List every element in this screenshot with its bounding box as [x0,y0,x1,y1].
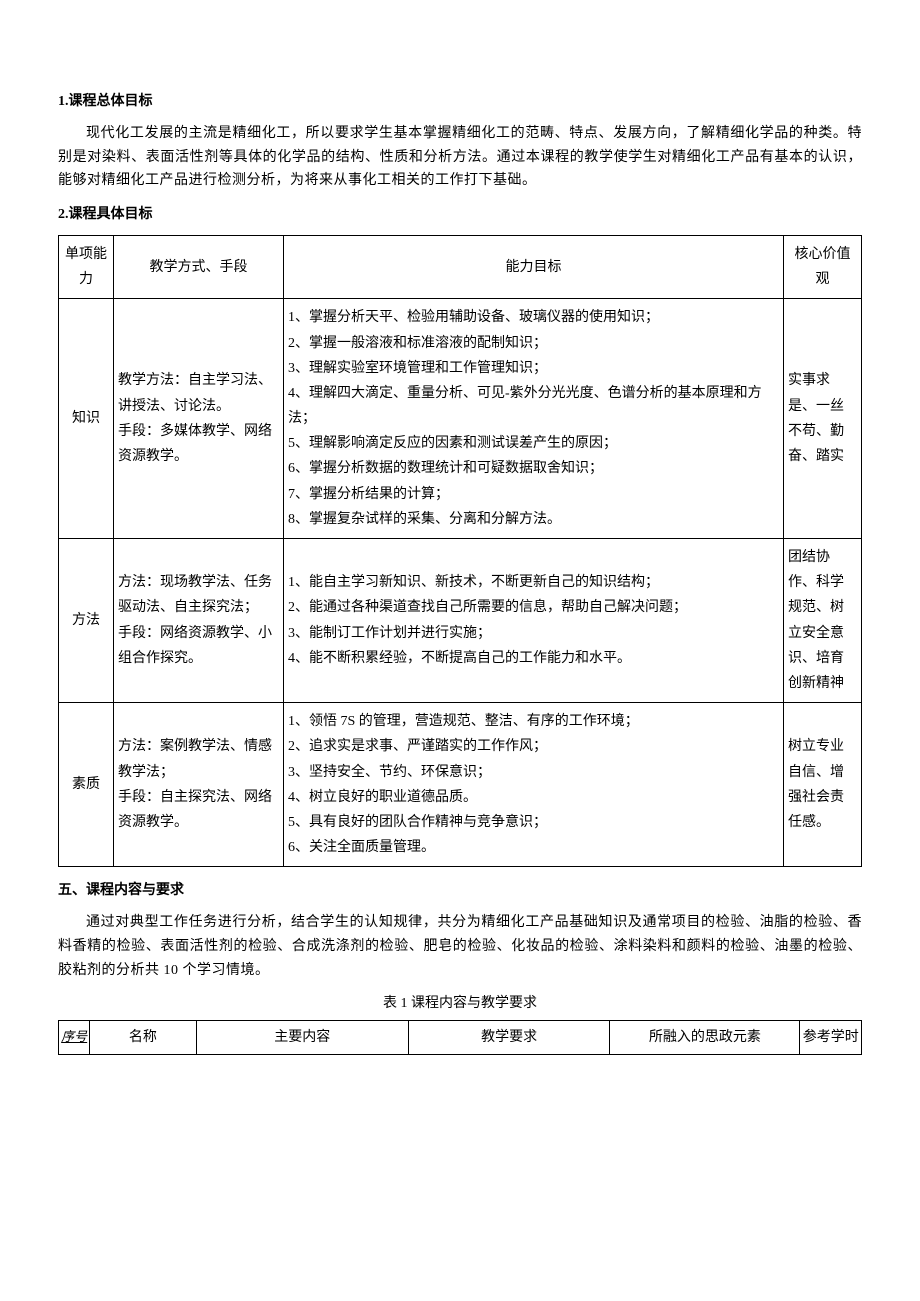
header-teach-req: 教学要求 [409,1021,610,1055]
header-name: 名称 [90,1021,196,1055]
header-method: 教学方式、手段 [114,235,284,298]
cell-values: 实事求是、一丝不苟、勤奋、踏实 [784,299,862,539]
table-row: 方法 方法：现场教学法、任务驱动法、自主探究法； 手段：网络资源教学、小组合作探… [59,539,862,703]
cell-method: 教学方法：自主学习法、讲授法、讨论法。 手段：多媒体教学、网络资源教学。 [114,299,284,539]
table-header-row: 单项能力 教学方式、手段 能力目标 核心价值观 [59,235,862,298]
table-row: 素质 方法：案例教学法、情感教学法； 手段：自主探究法、网络资源教学。 1、领悟… [59,703,862,867]
header-ability: 单项能力 [59,235,114,298]
cell-goal: 1、领悟 7S 的管理，营造规范、整洁、有序的工作环境； 2、追求实是求事、严谨… [284,703,784,867]
table2-caption: 表 1 课程内容与教学要求 [58,992,862,1016]
table-specific-goals: 单项能力 教学方式、手段 能力目标 核心价值观 知识 教学方法：自主学习法、讲授… [58,235,862,867]
table-row: 知识 教学方法：自主学习法、讲授法、讨论法。 手段：多媒体教学、网络资源教学。 … [59,299,862,539]
section-content-require: 五、课程内容与要求 [58,879,862,903]
cell-ability: 方法 [59,539,114,703]
table2-header-row: 序号 名称 主要内容 教学要求 所融入的思政元素 参考学时 [59,1021,862,1055]
header-ideological: 所融入的思政元素 [610,1021,800,1055]
header-content: 主要内容 [196,1021,408,1055]
heading-specific-goal: 2.课程具体目标 [58,203,862,227]
cell-values: 树立专业自信、增强社会责任感。 [784,703,862,867]
header-hours: 参考学时 [800,1021,862,1055]
table-content-require: 序号 名称 主要内容 教学要求 所融入的思政元素 参考学时 [58,1020,862,1055]
cell-values: 团结协作、科学规范、树立安全意识、培育创新精神 [784,539,862,703]
cell-ability: 素质 [59,703,114,867]
header-values: 核心价值观 [784,235,862,298]
cell-method: 方法：案例教学法、情感教学法； 手段：自主探究法、网络资源教学。 [114,703,284,867]
cell-method: 方法：现场教学法、任务驱动法、自主探究法； 手段：网络资源教学、小组合作探究。 [114,539,284,703]
paragraph-content-require: 通过对典型工作任务进行分析，结合学生的认知规律，共分为精细化工产品基础知识及通常… [58,911,862,982]
header-seq: 序号 [59,1021,90,1055]
paragraph-overall-goal: 现代化工发展的主流是精细化工，所以要求学生基本掌握精细化工的范畴、特点、发展方向… [58,122,862,193]
heading-overall-goal: 1.课程总体目标 [58,90,862,114]
header-goal: 能力目标 [284,235,784,298]
cell-goal: 1、掌握分析天平、检验用辅助设备、玻璃仪器的使用知识； 2、掌握一般溶液和标准溶… [284,299,784,539]
cell-goal: 1、能自主学习新知识、新技术，不断更新自己的知识结构； 2、能通过各种渠道查找自… [284,539,784,703]
cell-ability: 知识 [59,299,114,539]
